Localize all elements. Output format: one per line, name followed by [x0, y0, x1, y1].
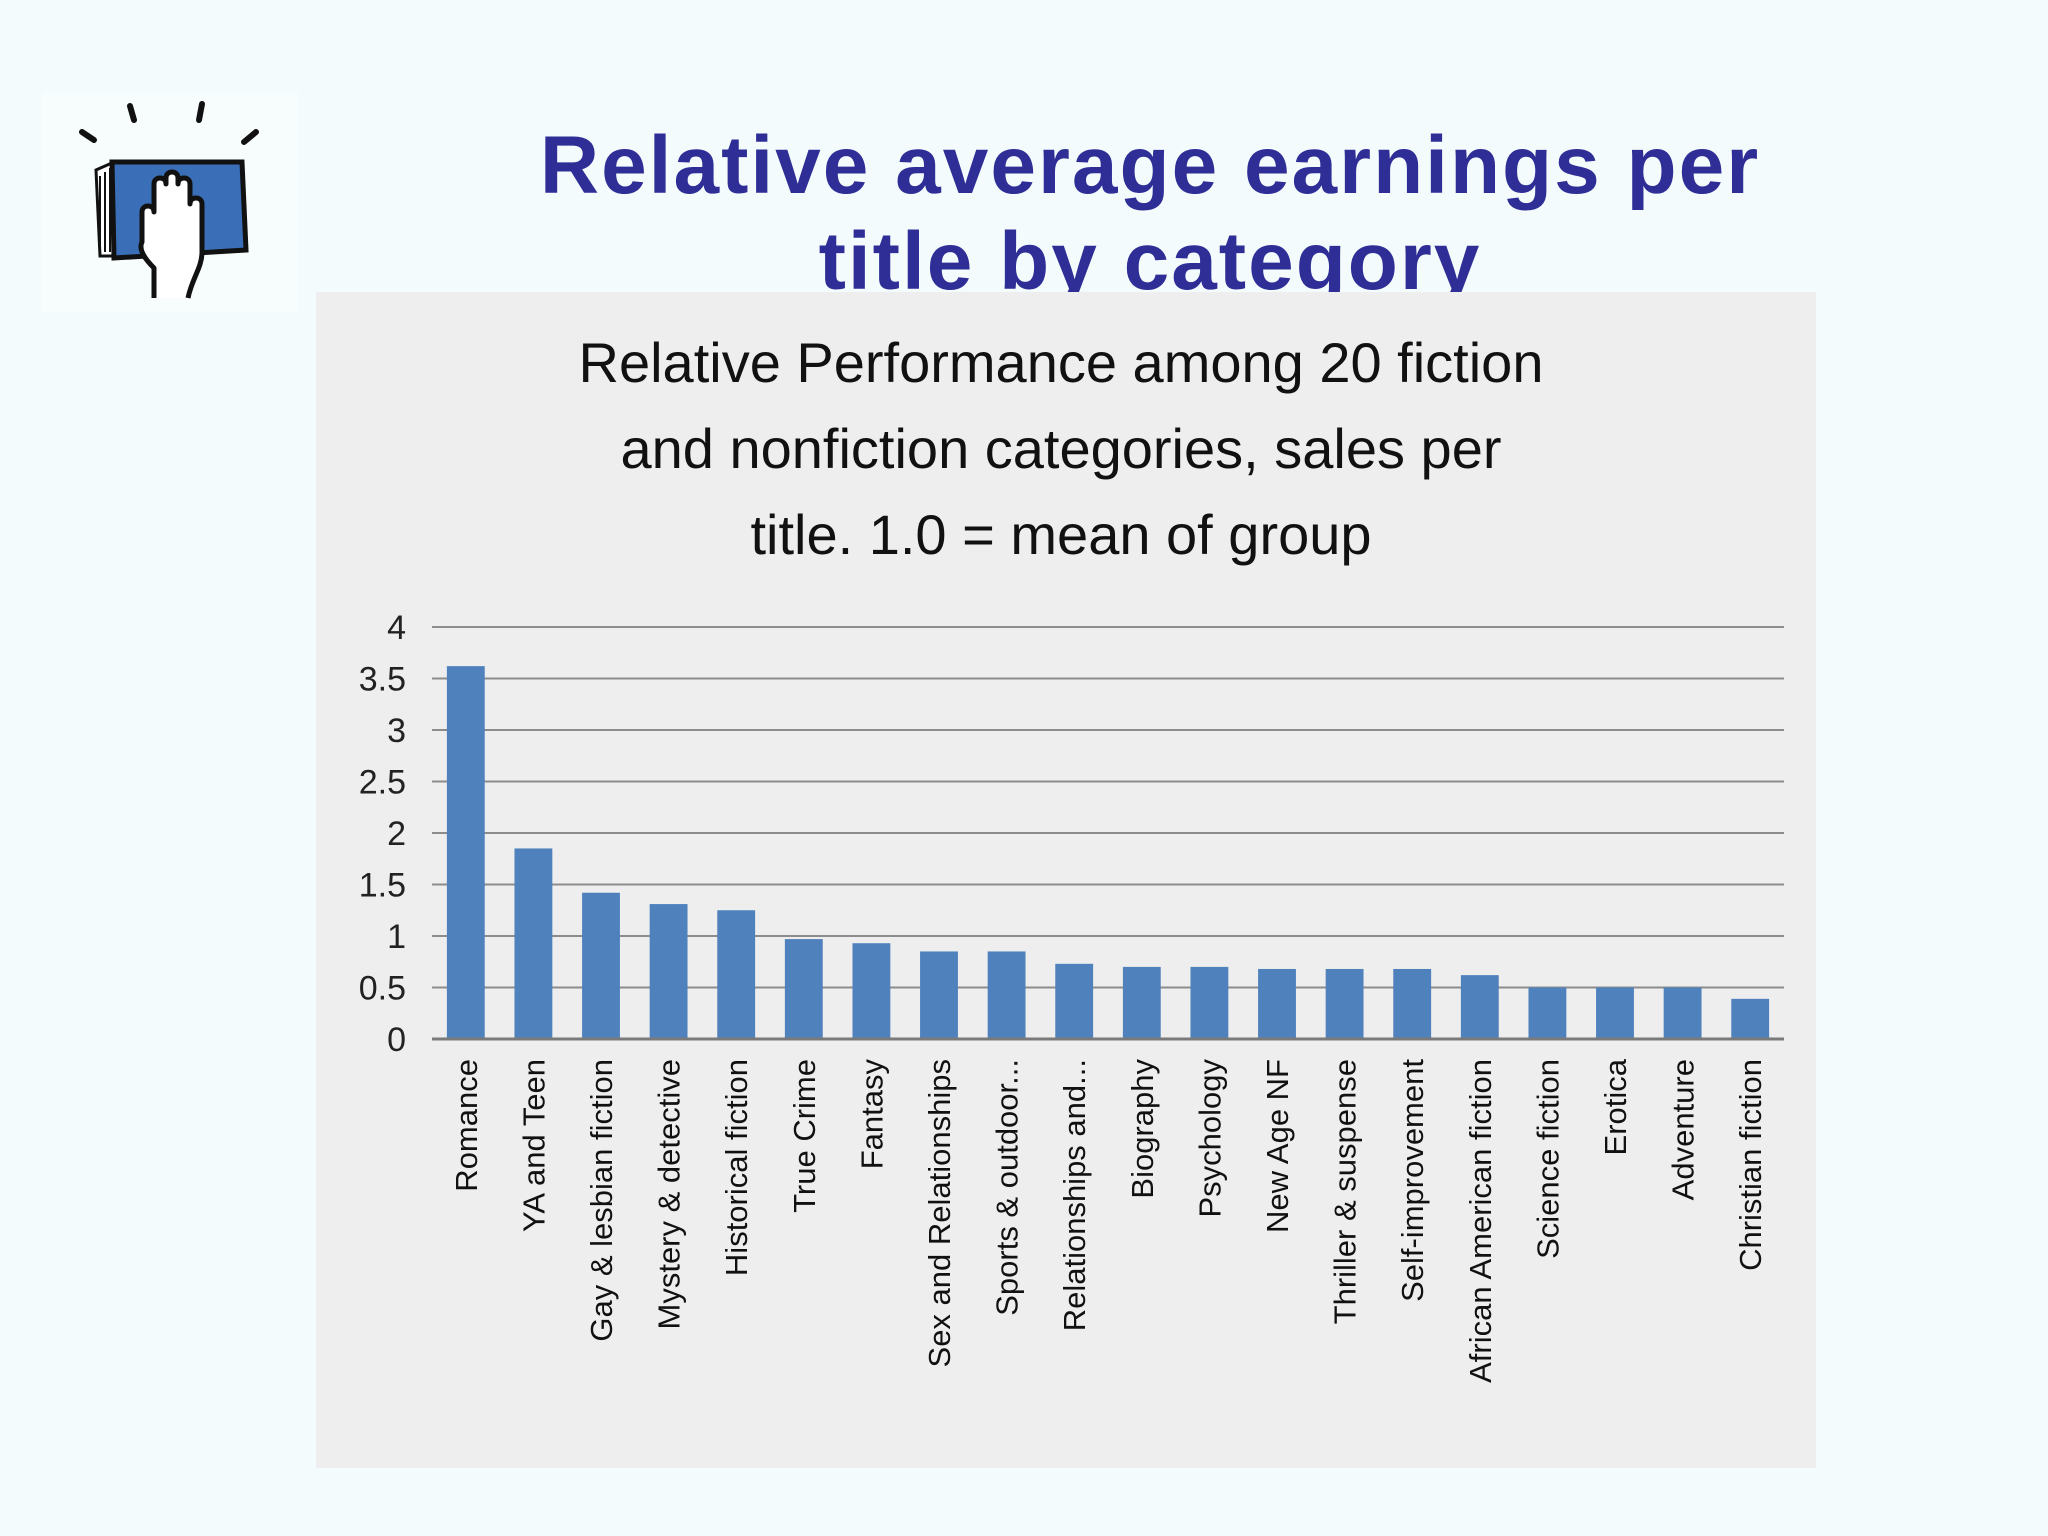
chart-title: Relative Performance among 20 fiction an…: [316, 320, 1806, 578]
bar: [1393, 968, 1432, 1039]
x-category-label: Self-improvement: [1395, 1059, 1430, 1302]
bar: [582, 892, 620, 1039]
slide-title-line-2: title by category: [818, 216, 1482, 294]
x-category-label: Fantasy: [854, 1059, 889, 1170]
y-tick-label: 4: [387, 609, 406, 647]
book-hand-logo: [42, 92, 298, 312]
x-category-label: Historical fiction: [719, 1059, 754, 1276]
x-category-label: Romance: [449, 1059, 484, 1192]
y-tick-label: 3: [387, 712, 406, 750]
bar: [1190, 966, 1229, 1039]
chart-title-line-2: and nonfiction categories, sales per: [620, 417, 1502, 480]
bar: [1528, 987, 1567, 1039]
bar: [446, 666, 485, 1039]
x-category-label: Sports & outdoor...: [990, 1059, 1025, 1316]
x-category-label: Erotica: [1598, 1058, 1633, 1155]
x-category-label: Science fiction: [1530, 1059, 1565, 1259]
bar: [1325, 968, 1364, 1039]
x-category-label: Adventure: [1666, 1059, 1701, 1200]
y-tick-label: 2: [387, 815, 406, 853]
x-category-label: Biography: [1125, 1059, 1160, 1199]
y-tick-label: 0: [387, 1021, 406, 1059]
x-category-label: Gay & lesbian fiction: [584, 1059, 619, 1342]
chart-title-line-1: Relative Performance among 20 fiction: [578, 331, 1544, 394]
slide-title: Relative average earnings per title by c…: [300, 118, 2000, 294]
y-tick-label: 2.5: [359, 764, 406, 802]
bar-chart-plot: 0 0.5 1 1.5 2 2.5 3 3.5 4 Romance YA and Teen Gay &…: [359, 609, 1784, 1383]
bar: [1460, 975, 1499, 1039]
bar: [717, 910, 756, 1039]
x-category-label: New Age NF: [1260, 1059, 1295, 1233]
bar: [514, 848, 553, 1039]
bar: [987, 951, 1026, 1039]
x-category-label: Christian fiction: [1733, 1059, 1768, 1271]
y-tick-label: 3.5: [359, 661, 406, 699]
bar: [1122, 966, 1161, 1039]
bar: [920, 951, 958, 1039]
x-category-label: Relationships and...: [1057, 1059, 1092, 1331]
y-tick-label: 0.5: [359, 970, 406, 1008]
y-tick-label: 1: [387, 918, 406, 956]
bar: [1663, 987, 1702, 1039]
x-category-label: Thriller & suspense: [1328, 1059, 1363, 1324]
slide-title-line-1: Relative average earnings per: [539, 120, 1761, 211]
bar: [1055, 963, 1094, 1039]
bar: [1258, 968, 1296, 1039]
chart-title-line-3: title. 1.0 = mean of group: [750, 503, 1372, 566]
x-category-label: African American fiction: [1463, 1059, 1498, 1383]
x-category-label: Mystery & detective: [652, 1059, 687, 1329]
bar: [1596, 987, 1634, 1039]
x-category-label: YA and Teen: [516, 1059, 551, 1232]
bar: [852, 943, 891, 1039]
bar: [784, 939, 823, 1039]
chart-panel: Relative Performance among 20 fiction an…: [316, 292, 1816, 1468]
x-category-label: Psychology: [1192, 1059, 1227, 1218]
x-category-label: True Crime: [787, 1059, 822, 1213]
y-tick-label: 1.5: [359, 867, 406, 905]
bar: [1731, 998, 1770, 1039]
bar: [649, 904, 688, 1039]
book-with-raised-hand-icon: [79, 101, 259, 299]
x-category-label: Sex and Relationships: [922, 1059, 957, 1367]
